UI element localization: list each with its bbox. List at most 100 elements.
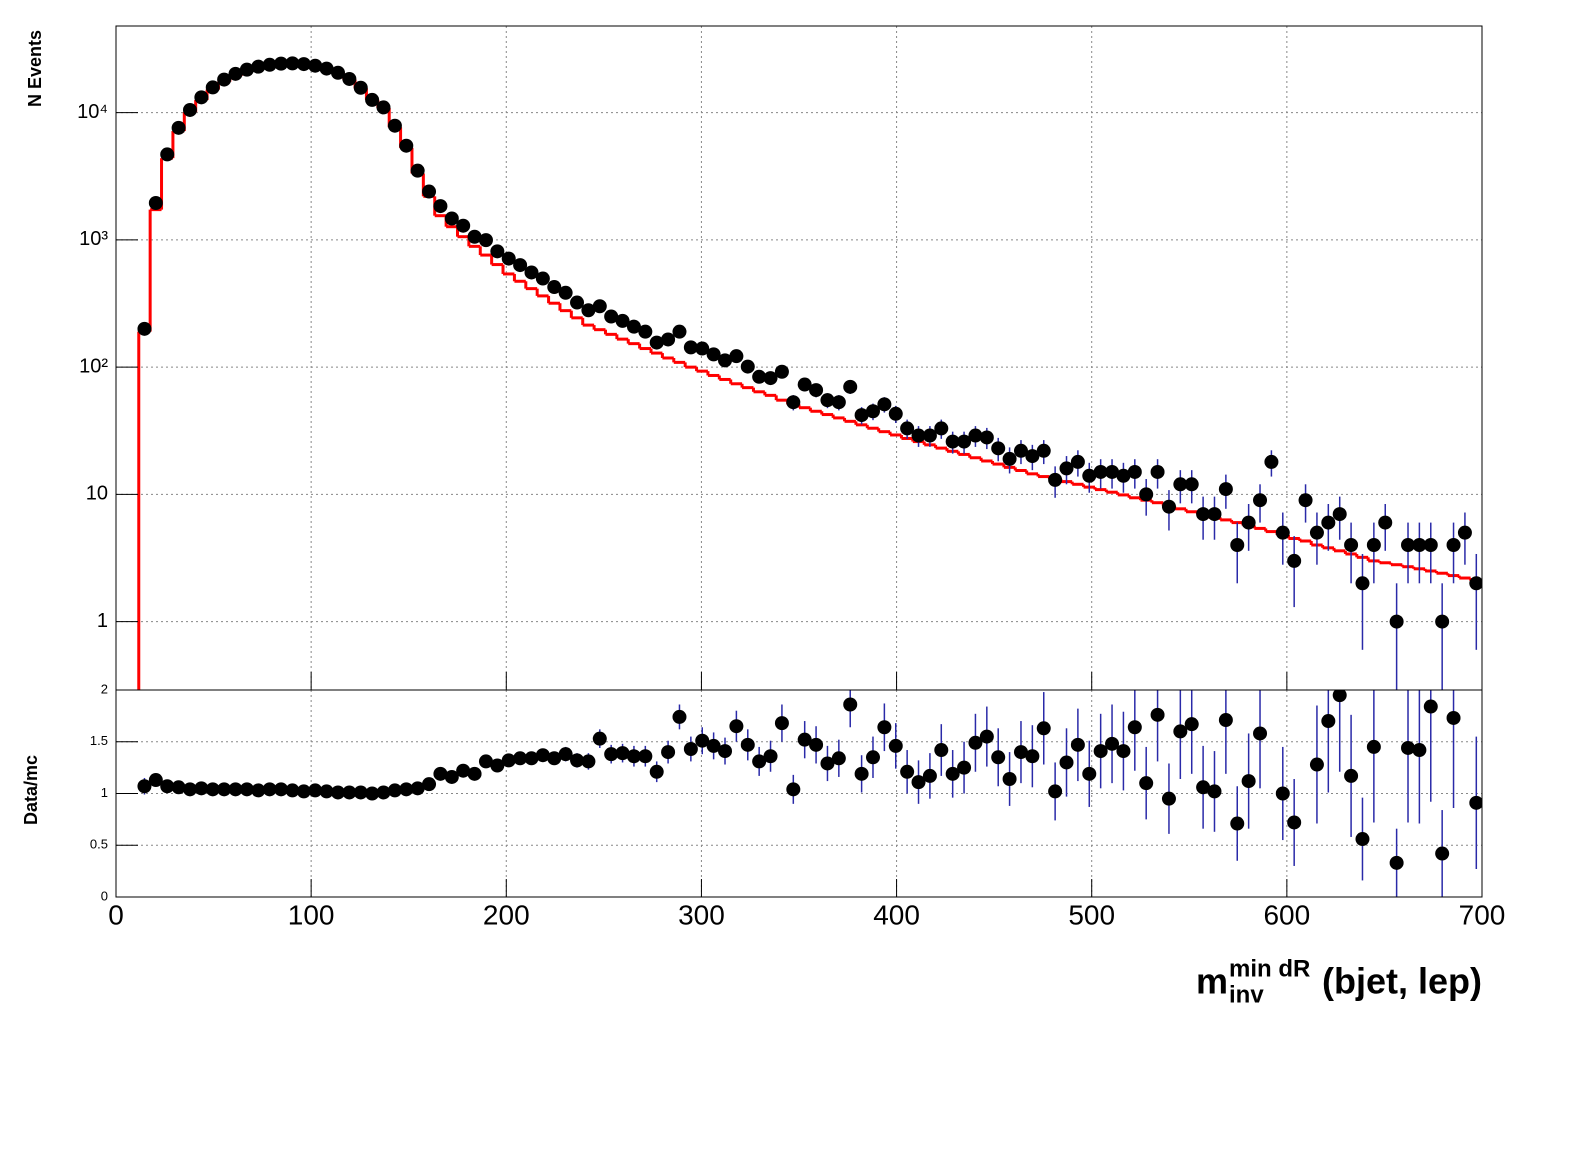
data-point xyxy=(535,271,550,286)
data-point xyxy=(1070,737,1085,752)
data-point xyxy=(900,764,915,779)
data-point xyxy=(843,379,858,394)
data-point xyxy=(638,749,653,764)
data-point xyxy=(911,428,926,443)
data-point xyxy=(1196,780,1211,795)
data-point xyxy=(1389,855,1404,870)
y-tick-label: 1 xyxy=(101,785,108,800)
data-point xyxy=(661,332,676,347)
data-point xyxy=(1332,507,1347,522)
data-point xyxy=(1469,576,1482,591)
data-point xyxy=(342,785,357,800)
data-point xyxy=(1150,464,1165,479)
data-point xyxy=(251,59,266,74)
data-point xyxy=(478,233,493,248)
data-point xyxy=(490,758,505,773)
y-tick-label: 0.5 xyxy=(90,837,108,852)
data-point xyxy=(1059,461,1074,476)
y-axis-title: N Events xyxy=(25,30,45,107)
data-point xyxy=(911,775,926,790)
x-tick-label: 400 xyxy=(873,899,920,930)
data-point xyxy=(1196,507,1211,522)
data-point xyxy=(1423,699,1438,714)
data-point xyxy=(1116,468,1131,483)
data-point xyxy=(1207,507,1222,522)
data-point xyxy=(194,90,209,105)
data-point xyxy=(752,369,767,384)
data-point xyxy=(1344,537,1359,552)
data-point xyxy=(626,749,641,764)
y-tick-label: 1.5 xyxy=(90,733,108,748)
x-tick-label: 200 xyxy=(483,899,530,930)
data-point xyxy=(387,783,402,798)
data-point xyxy=(865,750,880,765)
data-point xyxy=(547,751,562,766)
data-point xyxy=(1241,774,1256,789)
data-point xyxy=(137,321,152,336)
data-point xyxy=(615,746,630,761)
data-point xyxy=(581,303,596,318)
data-point xyxy=(478,754,493,769)
data-point xyxy=(957,760,972,775)
data-point xyxy=(296,784,311,799)
data-point xyxy=(205,782,220,797)
data-point xyxy=(1287,815,1302,830)
data-point xyxy=(399,782,414,797)
data-point xyxy=(308,783,323,798)
data-point xyxy=(182,102,197,117)
data-point xyxy=(1150,707,1165,722)
data-point xyxy=(217,782,232,797)
data-point xyxy=(695,341,710,356)
data-point xyxy=(296,57,311,72)
data-point xyxy=(1253,726,1268,741)
data-point xyxy=(661,745,676,760)
data-point xyxy=(456,218,471,233)
data-point xyxy=(740,737,755,752)
x-tick-label: 100 xyxy=(288,899,335,930)
data-point xyxy=(865,404,880,419)
data-point xyxy=(501,251,516,266)
data-point xyxy=(592,299,607,314)
x-tick-label: 500 xyxy=(1068,899,1115,930)
main-frame xyxy=(115,25,1483,691)
data-point xyxy=(763,371,778,386)
data-point xyxy=(148,196,163,211)
data-point xyxy=(251,783,266,798)
data-point xyxy=(1435,846,1450,861)
data-point xyxy=(228,782,243,797)
data-point xyxy=(285,783,300,798)
data-point xyxy=(1116,744,1131,759)
data-point xyxy=(444,769,459,784)
data-point xyxy=(1218,482,1233,497)
data-point xyxy=(1173,724,1188,739)
data-point xyxy=(1298,493,1313,508)
data-point xyxy=(330,785,345,800)
data-point xyxy=(513,751,528,766)
data-point xyxy=(1082,468,1097,483)
data-point xyxy=(581,754,596,769)
ratio-plot-area xyxy=(116,690,1482,897)
data-point xyxy=(456,763,471,778)
data-point xyxy=(1401,740,1416,755)
data-point xyxy=(797,732,812,747)
data-point xyxy=(262,57,277,72)
data-point xyxy=(968,428,983,443)
data-point xyxy=(513,258,528,273)
data-point xyxy=(171,120,186,135)
data-point xyxy=(353,785,368,800)
data-point xyxy=(991,441,1006,456)
data-point xyxy=(1139,776,1154,791)
data-point xyxy=(239,62,254,77)
data-point xyxy=(888,406,903,421)
data-point xyxy=(1139,487,1154,502)
data-point xyxy=(1105,736,1120,751)
data-point xyxy=(1093,464,1108,479)
data-point xyxy=(968,735,983,750)
data-point xyxy=(1184,717,1199,732)
data-point xyxy=(979,430,994,445)
data-point xyxy=(1184,477,1199,492)
data-point xyxy=(1309,525,1324,540)
x-axis-title-tail: (bjet, lep) xyxy=(1322,961,1482,1002)
y-tick-label: 1 xyxy=(97,610,108,632)
data-point xyxy=(922,428,937,443)
